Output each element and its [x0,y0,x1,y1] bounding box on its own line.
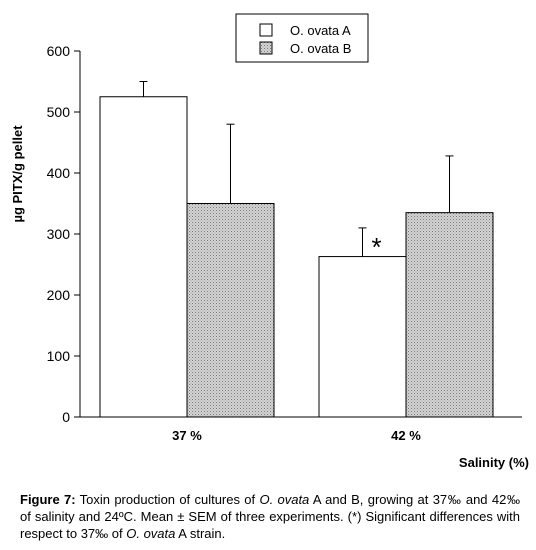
y-tick-label: 200 [47,287,71,303]
bar [405,212,494,418]
bars: * [99,81,494,418]
caption-text-2: A and B, growing at 37‰ and 42‰ of salin… [20,492,520,541]
caption-label: Figure 7: [20,492,76,507]
y-tick-label: 500 [47,104,71,120]
bar [186,203,275,418]
caption-text-3: A strain. [175,526,226,541]
y-tick-label: 0 [62,409,70,425]
legend-label: O. ovata A [290,23,351,38]
significance-asterisk: * [371,232,381,262]
bar-chart: 0 100 200 300 400 500 600 µg PITX/g pellet Salin… [10,13,529,470]
x-axis-title: Salinity (%) [459,455,529,470]
legend-box [235,13,369,63]
y-axis-title: µg PITX/g pellet [10,125,25,223]
y-tick-label: 600 [47,43,71,59]
figure-caption: Figure 7: Toxin production of cultures o… [20,491,520,542]
caption-text-1: Toxin production of cultures of [75,492,260,507]
caption-species-2: O. ovata [126,526,176,541]
caption-species-1: O. ovata [259,492,310,507]
legend-swatch [259,41,273,55]
y-tick-label: 300 [47,226,71,242]
legend-label: O. ovata B [290,41,351,56]
x-tick-label: 42 % [391,428,421,443]
legend-swatch [259,23,273,37]
x-tick-label: 37 % [172,428,202,443]
axes: 0 100 200 300 400 500 600 µg PITX/g pellet Salin… [10,43,529,470]
y-tick-label: 400 [47,165,71,181]
bar [318,256,407,418]
bar [99,96,188,418]
legend: O. ovata A O. ovata B [235,13,369,63]
y-tick-label: 100 [47,348,71,364]
